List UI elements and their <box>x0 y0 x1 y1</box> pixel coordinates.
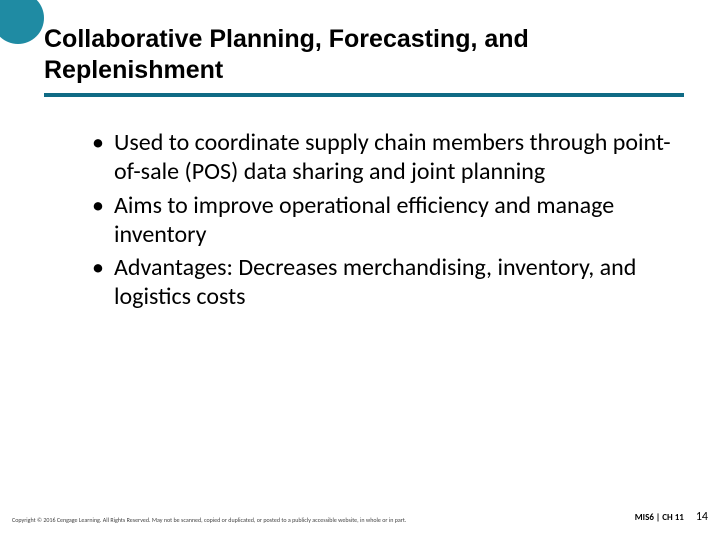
accent-circle-icon <box>0 0 44 44</box>
slide: Collaborative Planning, Forecasting, and… <box>0 0 720 540</box>
footer: Copyright © 2016 Cengage Learning. All R… <box>12 510 708 524</box>
content-area: Used to coordinate supply chain members … <box>86 128 675 316</box>
chapter-label: MIS6 | CH 11 <box>635 512 684 523</box>
copyright-text: Copyright © 2016 Cengage Learning. All R… <box>12 516 406 524</box>
bullet-list: Used to coordinate supply chain members … <box>86 128 675 312</box>
bullet-item: Advantages: Decreases merchandising, inv… <box>86 253 675 312</box>
bullet-item: Aims to improve operational efficiency a… <box>86 191 675 250</box>
page-number: 14 <box>696 510 708 524</box>
bullet-item: Used to coordinate supply chain members … <box>86 128 675 187</box>
title-block: Collaborative Planning, Forecasting, and… <box>44 24 690 97</box>
page-info: MIS6 | CH 11 14 <box>635 510 708 524</box>
title-underline <box>44 93 684 97</box>
slide-title: Collaborative Planning, Forecasting, and… <box>44 24 690 87</box>
